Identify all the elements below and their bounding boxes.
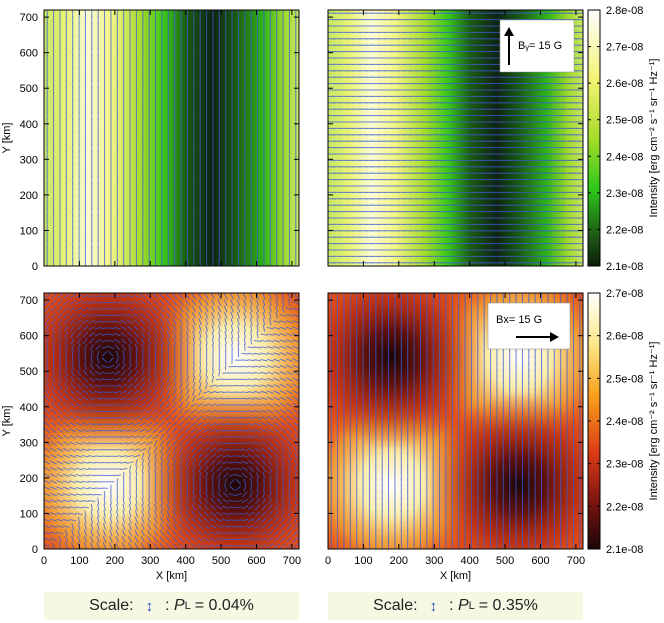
panel-bottom-left: 00 100 100 200 200 300 300 400 400 500 500 600 600 70…: [1, 292, 301, 582]
scale-value: = 0.35%: [478, 597, 538, 614]
scale-legend-right: Scale: ↕ : P L = 0.35%: [328, 592, 583, 620]
x-tick-label: 100: [70, 555, 88, 567]
annotation-label: Bx= 15 G: [496, 314, 542, 326]
colorbar-tick-label: 2.2e-08: [606, 224, 643, 236]
y-axis-label: Y [km]: [1, 123, 13, 154]
x-tick-label: 0: [41, 555, 47, 567]
scale-p-subscript: L: [184, 600, 191, 612]
scale-legend-left: Scale: ↕ : P L = 0.04%: [44, 592, 299, 620]
x-tick-label: 600: [247, 555, 265, 567]
colorbar-tick-label: 2.1e-08: [606, 261, 643, 273]
annotation-label: Bᵧ= 15 G: [518, 40, 562, 52]
colorbar: 2.7e-08 2.6e-08 2.5e-08 2.4e-08 2.3e-08 2.2e-…: [587, 288, 660, 556]
panel-bottom-right: 0 100 200 300 400 500 600 700 X [km] Bx= 15 G: [325, 292, 585, 582]
colorbar-tick-label: 2.4e-08: [606, 151, 643, 163]
panel-top-right: Bᵧ= 15 G: [327, 9, 584, 267]
y-tick-label: 500: [20, 83, 38, 95]
x-tick-label: 700: [283, 555, 301, 567]
double-arrow-icon: ↕: [145, 597, 154, 615]
colorbar-label: Intensity [erg cm⁻² s⁻¹ sr⁻¹ Hz⁻¹]: [648, 59, 660, 218]
colorbar-tick-label: 2.4e-08: [606, 416, 643, 428]
colorbar-tick-label: 2.5e-08: [606, 373, 643, 385]
scale-label: Scale:: [373, 597, 418, 614]
y-tick-label: 600: [20, 48, 38, 60]
plot-frame: [43, 292, 300, 550]
colorbar-tick-label: 2.6e-08: [606, 331, 643, 343]
y-tick-label: 200: [20, 190, 38, 202]
arrow-head: [550, 332, 559, 342]
x-tick-label: 200: [106, 555, 124, 567]
scale-p-symbol: P: [457, 597, 469, 614]
colorbar-tick-label: 2.3e-08: [606, 459, 643, 471]
scale-label: Scale:: [89, 597, 134, 614]
x-axis-label: X [km]: [440, 570, 471, 582]
plot-frame: [43, 9, 300, 267]
y-tick-label: 700: [20, 295, 38, 307]
y-tick-label: 200: [20, 473, 38, 485]
arrow-head: [504, 27, 514, 36]
dark-spot: [328, 293, 484, 450]
x-tick-label: 300: [141, 555, 159, 567]
field-annotation: Bx= 15 G: [487, 302, 571, 350]
x-tick-label: 300: [425, 555, 443, 567]
y-tick-label: 700: [20, 12, 38, 24]
dark-spot: [427, 392, 583, 549]
panel-top-left: 0 100 200 300 400 500 600 700 Y [km]: [1, 9, 300, 273]
colorbar-tick-label: 2.7e-08: [606, 288, 643, 300]
x-tick-label: 100: [354, 555, 372, 567]
y-axis-label: Y [km]: [1, 406, 13, 437]
x-tick-label: 500: [212, 555, 230, 567]
plot-frame: [327, 9, 584, 267]
plot-frame: [327, 292, 584, 550]
x-tick-label: 0: [325, 555, 331, 567]
y-tick-label: 400: [20, 119, 38, 131]
colorbar-tick-label: 2.3e-08: [606, 188, 643, 200]
y-tick-label: 0: [32, 261, 38, 273]
y-tick-label: 300: [20, 437, 38, 449]
scale-p-symbol: P: [173, 597, 185, 614]
colorbar-tick-label: 2.1e-08: [606, 544, 643, 556]
field-annotation: Bᵧ= 15 G: [499, 19, 575, 73]
colorbar-tick-label: 2.5e-08: [606, 115, 643, 127]
x-tick-label: 400: [460, 555, 478, 567]
colorbar-tick-label: 2.2e-08: [606, 501, 643, 513]
polarization-vectors: [46, 10, 297, 266]
scale-value: = 0.04%: [194, 597, 254, 614]
colorbar-gradient: [587, 9, 601, 267]
double-arrow-icon: ↕: [429, 597, 438, 615]
colorbar-tick-label: 2.6e-08: [606, 78, 643, 90]
y-tick-label: 600: [20, 331, 38, 343]
x-tick-label: 400: [176, 555, 194, 567]
y-tick-label: 500: [20, 366, 38, 378]
x-axis-label: X [km]: [156, 570, 187, 582]
polarization-vectors: [44, 293, 299, 549]
colorbar: 2.8e-08 2.7e-08 2.6e-08 2.5e-08 2.4e-08 2.3e-…: [587, 5, 660, 273]
y-tick-label: 400: [20, 402, 38, 414]
colorbar-label: Intensity [erg cm⁻² s⁻¹ sr⁻¹ Hz⁻¹]: [648, 342, 660, 501]
x-tick-label: 700: [567, 555, 585, 567]
x-tick-label: 500: [496, 555, 514, 567]
scale-colon: :: [449, 597, 458, 614]
y-tick-label: 0: [32, 544, 38, 556]
colorbar-tick-label: 2.7e-08: [606, 42, 643, 54]
heatmap-field: [44, 10, 299, 266]
scale-colon: :: [165, 597, 174, 614]
y-tick-label: 100: [20, 225, 38, 237]
y-tick-label: 300: [20, 154, 38, 166]
colorbar-tick-label: 2.8e-08: [606, 5, 643, 17]
x-tick-label: 200: [390, 555, 408, 567]
x-tick-label: 600: [531, 555, 549, 567]
y-tick-label: 100: [20, 508, 38, 520]
scale-p-subscript: L: [468, 600, 475, 612]
